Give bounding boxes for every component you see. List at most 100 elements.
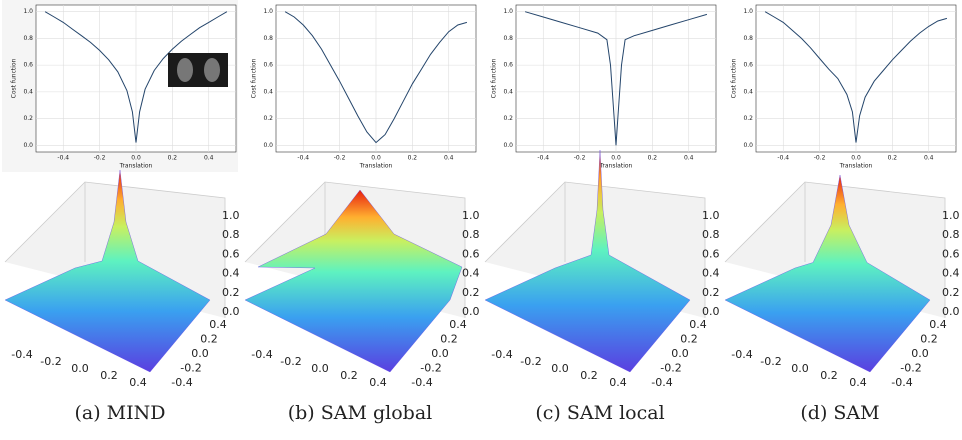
z-tick-label: 0.2 <box>942 286 960 299</box>
caption: (a) MIND <box>74 402 165 424</box>
x-tick-label: 0.4 <box>684 155 694 162</box>
x3d-tick-label: -0.2 <box>40 355 61 368</box>
y3d-tick-label: -0.4 <box>891 376 912 389</box>
line <box>44 11 228 143</box>
z-tick-label: 0.2 <box>222 286 240 299</box>
y-tick-label: 0.0 <box>23 142 33 149</box>
y-tick-label: 0.0 <box>743 142 753 149</box>
line <box>764 11 948 143</box>
y-axis-label: Cost function <box>11 58 18 98</box>
x-tick-label: -0.4 <box>537 155 549 162</box>
z-tick-label: 0.2 <box>462 286 480 299</box>
x3d-tick-label: 0.0 <box>551 362 569 375</box>
x-tick-label: 0.4 <box>204 155 214 162</box>
x3d-tick-label: 0.4 <box>129 376 147 389</box>
z-tick-label: 0.8 <box>462 228 480 241</box>
y-tick-label: 0.6 <box>23 62 33 69</box>
y3d-tick-label: 0.0 <box>671 347 689 360</box>
line <box>524 11 708 146</box>
z-tick-label: 0.8 <box>942 228 960 241</box>
x3d-tick-label: -0.4 <box>11 348 32 361</box>
y-tick-label: 0.2 <box>743 115 753 122</box>
x-tick-label: -0.4 <box>777 155 789 162</box>
x-tick-label: -0.4 <box>57 155 69 162</box>
x3d-tick-label: -0.4 <box>491 348 512 361</box>
z-tick-label: 0.6 <box>702 247 720 260</box>
line <box>284 11 468 144</box>
y-tick-label: 0.4 <box>503 88 513 95</box>
x3d-tick-label: 0.0 <box>71 362 89 375</box>
y-tick-label: 0.4 <box>23 88 33 95</box>
y3d-tick-label: 0.4 <box>689 318 707 331</box>
x-tick-label: 0.2 <box>408 155 418 162</box>
x-tick-label: 0.4 <box>444 155 454 162</box>
y-axis-label: Cost function <box>731 58 738 98</box>
x-axis-label: Translation <box>839 163 873 170</box>
z-tick-label: 0.6 <box>942 247 960 260</box>
x3d-tick-label: 0.0 <box>311 362 329 375</box>
x3d-tick-label: -0.2 <box>280 355 301 368</box>
y-tick-label: 0.8 <box>23 35 33 42</box>
caption: (c) SAM local <box>535 402 664 424</box>
y3d-tick-label: -0.4 <box>171 376 192 389</box>
y-tick-label: 0.6 <box>503 62 513 69</box>
x3d-tick-label: 0.0 <box>791 362 809 375</box>
y-tick-label: 0.8 <box>263 35 273 42</box>
x-tick-label: -0.2 <box>94 155 106 162</box>
y-tick-label: 0.4 <box>263 88 273 95</box>
x3d-tick-label: -0.4 <box>731 348 752 361</box>
y-axis-label: Cost function <box>491 58 498 98</box>
x-tick-label: -0.2 <box>334 155 346 162</box>
x3d-tick-label: 0.4 <box>849 376 867 389</box>
z-tick-label: 0.6 <box>462 247 480 260</box>
z-tick-label: 0.6 <box>222 247 240 260</box>
surface <box>484 149 691 373</box>
y-tick-label: 0.0 <box>503 142 513 149</box>
y3d-tick-label: 0.2 <box>920 333 938 346</box>
y3d-tick-label: 0.4 <box>209 318 227 331</box>
y3d-tick-label: 0.2 <box>680 333 698 346</box>
x3d-tick-label: 0.2 <box>100 369 118 382</box>
z-tick-label: 0.4 <box>702 267 720 280</box>
y3d-tick-label: -0.2 <box>900 362 921 375</box>
z-tick-label: 0.4 <box>222 267 240 280</box>
x-tick-label: 0.0 <box>611 155 621 162</box>
x3d-tick-label: -0.2 <box>760 355 781 368</box>
x-tick-label: -0.2 <box>814 155 826 162</box>
x-tick-label: 0.2 <box>168 155 178 162</box>
y3d-tick-label: 0.0 <box>191 347 209 360</box>
y-tick-label: 0.2 <box>503 115 513 122</box>
y-tick-label: 1.0 <box>503 8 513 15</box>
y-tick-label: 0.6 <box>743 62 753 69</box>
y3d-tick-label: 0.2 <box>200 333 218 346</box>
z-tick-label: 1.0 <box>222 209 240 222</box>
y-tick-label: 1.0 <box>23 8 33 15</box>
z-tick-label: 0.0 <box>942 305 960 318</box>
inset-anatomy <box>177 58 193 82</box>
z-tick-label: 0.8 <box>702 228 720 241</box>
x-tick-label: 0.4 <box>924 155 934 162</box>
y3d-tick-label: -0.4 <box>651 376 672 389</box>
y3d-tick-label: 0.0 <box>431 347 449 360</box>
y-tick-label: 0.0 <box>263 142 273 149</box>
x-tick-label: 0.2 <box>888 155 898 162</box>
z-tick-label: 1.0 <box>942 209 960 222</box>
z-tick-label: 0.0 <box>462 305 480 318</box>
y-tick-label: 0.2 <box>23 115 33 122</box>
y-tick-label: 0.4 <box>743 88 753 95</box>
z-tick-label: 1.0 <box>462 209 480 222</box>
x3d-tick-label: 0.4 <box>369 376 387 389</box>
x3d-tick-label: -0.2 <box>520 355 541 368</box>
x3d-tick-label: 0.4 <box>609 376 627 389</box>
y-tick-label: 1.0 <box>743 8 753 15</box>
surface <box>4 169 211 373</box>
x-axis-label: Translation <box>359 163 393 170</box>
y3d-tick-label: 0.0 <box>911 347 929 360</box>
z-tick-label: 0.0 <box>702 305 720 318</box>
y3d-tick-label: 0.4 <box>929 318 947 331</box>
x3d-tick-label: 0.2 <box>340 369 358 382</box>
caption: (d) SAM <box>800 402 879 424</box>
y3d-tick-label: -0.2 <box>420 362 441 375</box>
surface <box>244 189 463 373</box>
